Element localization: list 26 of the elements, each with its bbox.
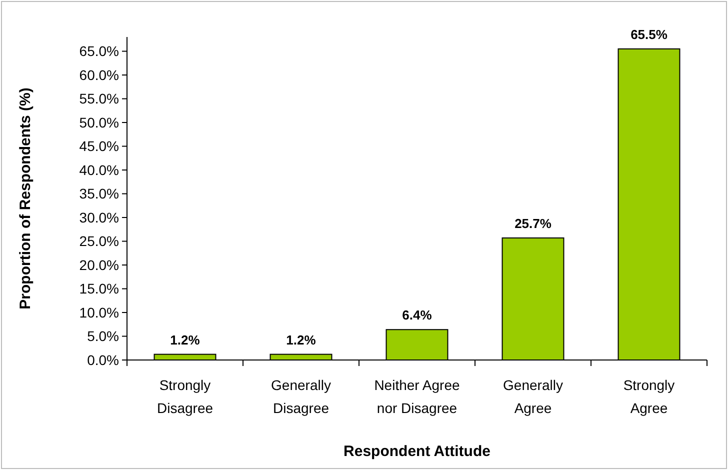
data-label: 6.4% — [402, 308, 432, 323]
y-tick-label: 50.0% — [79, 114, 119, 130]
y-tick-label: 65.0% — [79, 43, 119, 60]
x-tick-label: Neither Agree nor Disagree — [374, 377, 460, 416]
data-label: 1.2% — [170, 332, 200, 348]
y-tick-label: 5.0% — [87, 328, 119, 344]
y-tick-label: 30.0% — [79, 209, 119, 226]
y-tick-label: 40.0% — [79, 162, 119, 178]
x-tick-label: Generally Disagree — [271, 377, 331, 416]
y-tick-label: 60.0% — [79, 66, 119, 83]
x-tick-label: Generally Agree — [503, 377, 563, 416]
y-tick-label: 25.0% — [79, 233, 119, 250]
y-tick-label: 55.0% — [79, 90, 119, 107]
y-tick-label: 35.0% — [79, 186, 119, 202]
x-axis-title: Respondent Attitude — [344, 443, 490, 460]
data-label: 65.5% — [630, 26, 668, 42]
y-axis-title: Proportion of Respondents (%) — [17, 88, 34, 310]
y-tick-label: 0.0% — [87, 352, 119, 368]
y-tick-label: 10.0% — [79, 304, 119, 320]
x-tick-label: Strongly Disagree — [156, 377, 214, 416]
x-tick-label: Strongly Agree — [623, 377, 675, 416]
data-label: 1.2% — [286, 332, 316, 348]
y-tick-label: 45.0% — [79, 138, 119, 154]
y-tick-label: 15.0% — [79, 280, 119, 297]
data-label: 25.7% — [514, 216, 552, 231]
y-tick-label: 20.0% — [79, 256, 119, 273]
